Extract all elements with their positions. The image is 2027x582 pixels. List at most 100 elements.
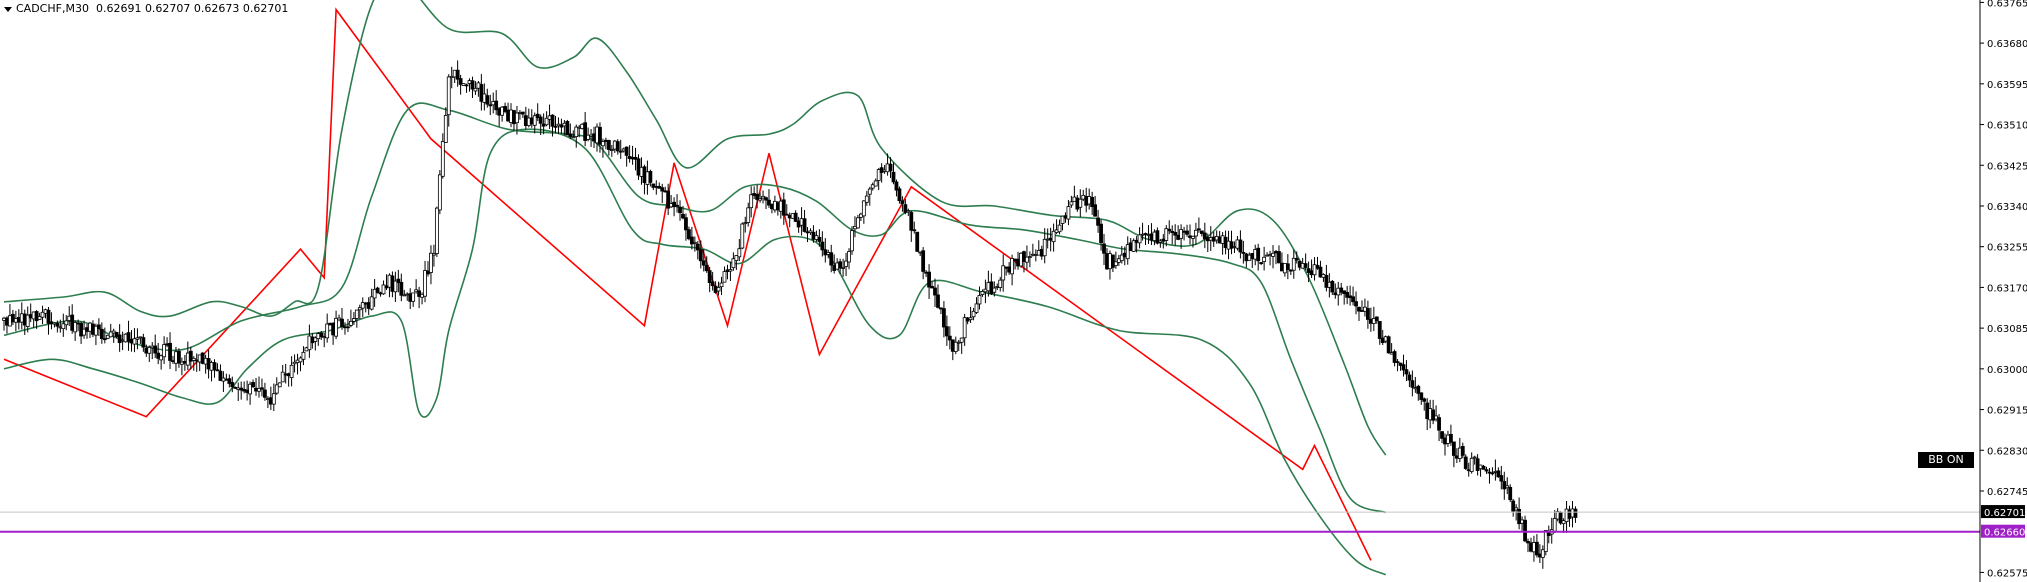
candle xyxy=(1407,371,1412,388)
candle xyxy=(633,147,638,171)
candle xyxy=(313,336,318,351)
candle xyxy=(64,315,69,331)
candle xyxy=(838,258,843,274)
candle xyxy=(1535,534,1539,558)
candle xyxy=(538,114,543,135)
candle xyxy=(105,334,110,340)
candle xyxy=(586,127,591,142)
ohlc-values: 0.62691 0.62707 0.62673 0.62701 xyxy=(95,2,289,15)
candle xyxy=(864,190,869,206)
symbol-label: CADCHF,M30 xyxy=(16,2,89,15)
candle xyxy=(417,286,422,309)
candle xyxy=(746,202,751,227)
candle xyxy=(369,288,374,311)
candle xyxy=(678,200,682,221)
horizontal-level-label: 0.62660 xyxy=(1984,528,2025,539)
candle xyxy=(1502,471,1507,500)
candle xyxy=(1143,232,1148,246)
candle xyxy=(980,289,985,297)
candle xyxy=(351,312,356,325)
candle xyxy=(701,249,706,272)
candle xyxy=(494,90,499,115)
candle xyxy=(1505,477,1510,495)
candle xyxy=(912,221,917,234)
y-tick-label: 0.62745 xyxy=(1987,487,2027,498)
candle xyxy=(710,271,715,291)
candle xyxy=(624,146,629,167)
candle xyxy=(1090,191,1095,215)
candle xyxy=(1155,227,1160,245)
candle xyxy=(1285,254,1290,280)
candle xyxy=(565,119,570,136)
candle xyxy=(977,286,982,310)
candle xyxy=(251,379,255,389)
candle xyxy=(598,122,602,153)
candle xyxy=(544,111,549,127)
candle xyxy=(1440,431,1444,444)
candle xyxy=(1111,254,1115,273)
candle xyxy=(876,168,881,191)
candle xyxy=(1303,253,1308,271)
candle xyxy=(861,200,866,224)
candle xyxy=(698,240,703,269)
candle xyxy=(942,301,946,338)
candle xyxy=(393,271,398,302)
candle xyxy=(37,312,42,320)
y-tick-label: 0.62830 xyxy=(1987,446,2027,457)
candle xyxy=(841,258,845,277)
candle xyxy=(719,276,724,296)
candle xyxy=(867,186,872,206)
candle xyxy=(357,304,362,320)
candle xyxy=(1366,300,1370,329)
candle xyxy=(959,337,964,354)
candle xyxy=(764,196,768,210)
candle xyxy=(1291,249,1296,279)
candle xyxy=(1431,399,1436,425)
candle xyxy=(1259,262,1264,266)
candle xyxy=(1173,224,1178,246)
candle xyxy=(962,313,967,346)
candle xyxy=(648,169,653,187)
candle xyxy=(325,313,330,343)
candle xyxy=(1437,414,1441,442)
candle xyxy=(126,320,131,351)
candle xyxy=(162,336,167,364)
candle xyxy=(894,179,899,197)
candle xyxy=(781,192,786,225)
candle xyxy=(1404,360,1409,382)
candle xyxy=(461,83,466,86)
candle xyxy=(1469,452,1474,474)
candle xyxy=(94,323,98,346)
candle xyxy=(520,111,525,118)
candle xyxy=(606,139,611,156)
candle xyxy=(784,204,789,216)
candle xyxy=(230,376,235,393)
candle xyxy=(550,114,555,137)
candle xyxy=(1078,189,1083,218)
candle xyxy=(263,382,267,401)
horizontal-level-tag xyxy=(1981,524,2025,538)
collapse-triangle-icon[interactable] xyxy=(4,6,12,12)
candle xyxy=(280,364,285,383)
candle xyxy=(1066,199,1071,226)
candle xyxy=(1271,245,1275,269)
candle xyxy=(108,323,113,338)
candle xyxy=(906,208,911,216)
candle xyxy=(695,241,700,260)
current-price-tag xyxy=(1981,505,2025,519)
candle xyxy=(46,306,51,335)
candle xyxy=(1042,228,1047,264)
candle xyxy=(188,346,193,370)
candle xyxy=(271,383,276,411)
candle xyxy=(277,382,282,388)
candle xyxy=(123,333,128,343)
candle xyxy=(1060,215,1065,231)
candle xyxy=(909,210,914,242)
candle xyxy=(992,281,997,297)
candle xyxy=(927,264,931,300)
candle xyxy=(464,83,469,93)
candle xyxy=(672,197,676,217)
bb-toggle-button[interactable]: BB ON xyxy=(1918,452,1974,468)
